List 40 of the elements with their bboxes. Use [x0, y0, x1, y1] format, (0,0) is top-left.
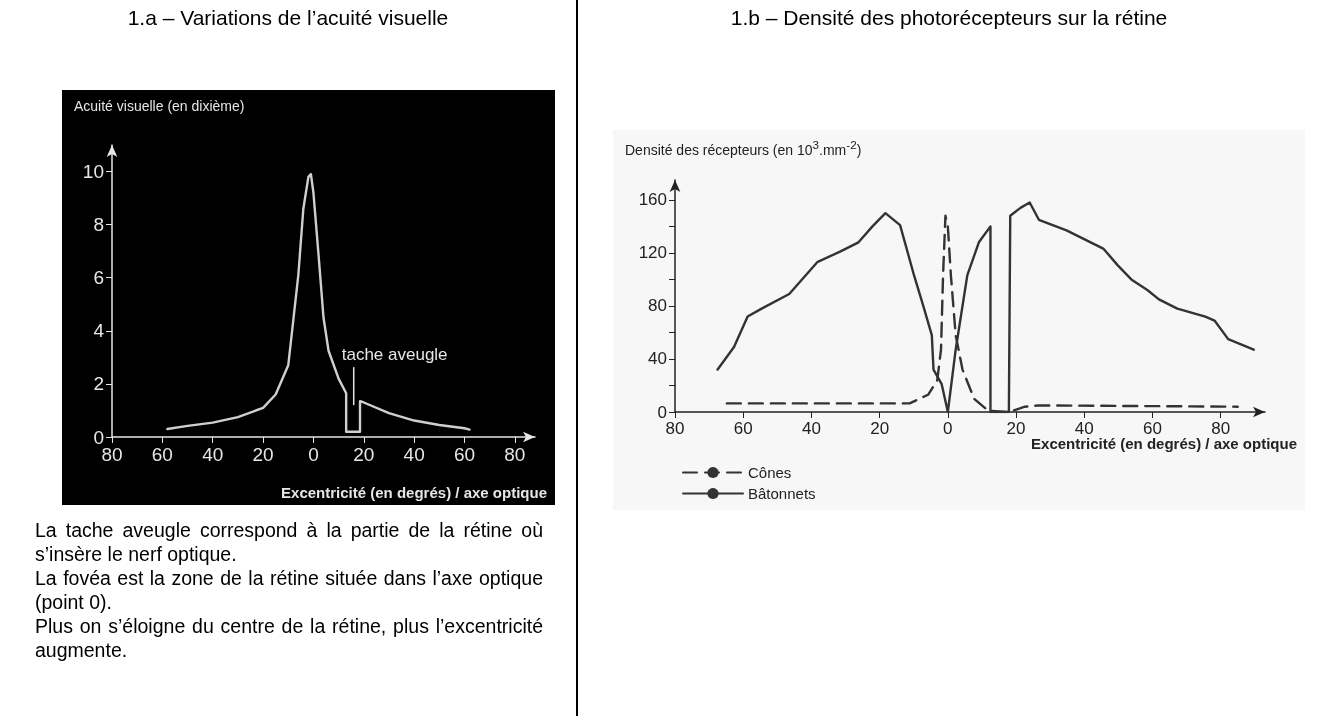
x-tick-label: 0 — [308, 444, 319, 465]
y-tick-label: 4 — [93, 320, 105, 342]
line-series — [166, 173, 471, 433]
x-tick-label: 0 — [943, 419, 953, 438]
text: La tache aveugle correspond à la partie de la rétine où s’insère le nerf optique. — [35, 518, 543, 566]
x-tick-label: 60 — [1143, 419, 1162, 438]
x-tick-label: 80 — [1211, 419, 1231, 438]
x-axis-title: Excentricité (en degrés) / axe optique — [281, 484, 547, 501]
x-tick-label: 60 — [453, 444, 476, 465]
y-axis-title: Acuité visuelle (en dixième) — [74, 98, 245, 114]
x-tick-label: 20 — [1006, 419, 1026, 438]
x-tick-label: 20 — [870, 419, 890, 438]
x-tick-label: 20 — [353, 444, 375, 465]
x-tick-label: 40 — [801, 419, 821, 438]
y-tick-label: 40 — [648, 349, 667, 369]
y-tick-label: 0 — [657, 402, 667, 422]
x-tick-label: 40 — [403, 444, 425, 465]
y-tick-label: 160 — [638, 190, 667, 210]
text: Plus on s’éloigne du centre de la rétine, plus l’excentricité augmente. — [35, 614, 543, 662]
y-tick-label: 120 — [638, 243, 667, 263]
x-tick-label: 60 — [733, 419, 753, 438]
legend-label: Bâtonnets — [748, 485, 816, 502]
x-axis-title: Excentricité (en degrés) / axe optique — [1031, 435, 1297, 452]
y-axis-title: Densité des récepteurs (en 10$^{3}$.mm$^{-2}$) — [625, 138, 862, 158]
y-tick-label: 10 — [82, 161, 104, 183]
x-tick-label: 80 — [665, 419, 685, 438]
y-tick-label: 2 — [93, 373, 104, 395]
y-tick-label: 6 — [93, 267, 104, 289]
chart-title: 1.a – Variations de l’acuité visuelle — [126, 6, 450, 30]
x-tick-label: 60 — [151, 444, 173, 465]
y-tick-label: 80 — [648, 296, 667, 316]
annotation: tache aveugle — [341, 345, 448, 365]
chart-title: 1.b – Densité des photorécepteurs sur la rétine — [729, 6, 1169, 30]
x-tick-label: 20 — [252, 444, 274, 465]
x-tick-label: 40 — [1074, 419, 1094, 438]
y-tick-label: 8 — [93, 214, 104, 236]
x-tick-label: 40 — [202, 444, 224, 465]
x-tick-label: 80 — [504, 444, 526, 465]
text: La fovéa est la zone de la rétine située dans l’axe optique (point 0). — [35, 566, 543, 614]
legend-label: Cônes — [748, 464, 792, 481]
